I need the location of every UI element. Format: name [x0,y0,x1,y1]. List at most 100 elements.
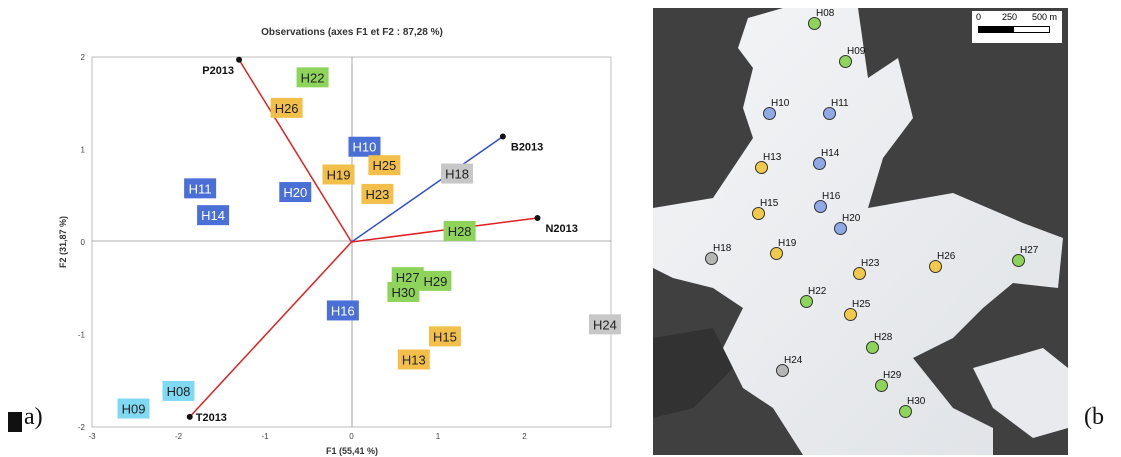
site-label: H14 [821,148,840,159]
site-marker [929,260,942,273]
chart-title: Observations (axes F1 et F2 : 87,28 %) [261,27,443,38]
observation-label: H30 [391,285,415,300]
observation-label: H15 [433,329,457,344]
observation-box [117,398,150,419]
site-marker [1012,254,1025,267]
site-label: H22 [808,286,827,297]
observation-box [322,164,355,185]
site-label: H27 [1020,245,1039,256]
site-marker [853,267,866,280]
x-axis-label: F1 (55,41 %) [326,446,378,456]
variable-vectors: P2013 B2013 N2013 T2013 [186,56,578,424]
site-label: H30 [907,396,926,407]
observation-box [588,314,621,335]
observation-box [279,182,312,203]
panel-a-marker [8,412,22,432]
site-marker [814,200,827,213]
scale-label-500: 500 m [1032,12,1058,22]
site-marker [899,405,912,418]
observation-box [361,183,394,204]
site-marker [755,161,768,174]
observation-label: H23 [366,187,390,202]
site-label: H13 [763,152,782,163]
observation-box [387,281,420,302]
observation-label: H08 [167,384,191,399]
vector-label: B2013 [511,142,543,154]
observation-label: H27 [396,270,420,285]
site-label: H10 [771,98,790,109]
site-label: H20 [842,213,861,224]
observation-label: H16 [331,303,355,318]
observation-box [368,155,401,176]
observation-label: H28 [448,224,472,239]
site-label: H15 [760,198,779,209]
site-label: H16 [822,191,841,202]
site-label: H26 [937,251,956,262]
vector-endpoint [236,56,243,63]
site-marker [823,107,836,120]
site-label: H29 [883,370,902,381]
site-label: H09 [847,46,866,57]
map-terrain [653,8,1068,455]
site-label: H23 [861,258,880,269]
observation-labels: H22 H26 H10 H25 H19 H18 H23 H11 H20 H14 H28 H27 H29 H… [117,67,621,419]
observation-label: H26 [275,101,299,116]
x-tick-labels: -3 -2 -1 0 1 2 [88,432,527,441]
y-tick-label: -2 [78,423,86,432]
x-tick-label: -1 [261,432,269,441]
panel-b-caption: (b [1084,404,1104,430]
site-label: H28 [874,332,893,343]
observation-label: H25 [372,158,396,173]
observation-label: H19 [327,167,351,182]
observation-label: H09 [122,402,146,417]
observation-label: H13 [402,352,426,367]
site-marker [763,107,776,120]
y-axis-label: F2 (31,87 %) [58,216,68,268]
snow-patch-right [973,348,1068,438]
y-tick-label: -1 [78,331,86,340]
observation-box [419,270,452,291]
site-marker [770,247,783,260]
observation-box [270,97,303,118]
site-marker [808,17,821,30]
vector-label: N2013 [545,223,577,235]
scale-label-250: 250 [1002,12,1018,22]
site-marker [834,222,847,235]
vector-label: P2013 [202,65,234,77]
site-label: H11 [831,98,849,109]
scale-label-0: 0 [976,12,982,22]
x-tick-label: -2 [175,432,183,441]
site-marker [800,295,813,308]
y-tick-label: 1 [81,146,86,155]
site-marker [839,55,852,68]
observation-box [296,67,329,88]
observation-box [197,205,230,226]
observation-box [443,220,476,241]
observation-box [162,380,195,401]
observation-label: H18 [445,167,469,182]
x-tick-label: 1 [436,432,441,441]
observation-label: H14 [201,208,225,223]
scale-bar: 0 250 500 m [972,11,1062,43]
site-marker [875,379,888,392]
y-tick-label: 2 [81,53,86,62]
site-label: H18 [713,243,732,254]
observation-box [397,349,430,370]
observation-label: H20 [283,185,307,200]
vector-endpoint [186,413,193,420]
site-marker [844,308,857,321]
observation-box [441,163,474,184]
site-marker [813,157,826,170]
observation-box [428,326,461,347]
rock-band [653,328,733,418]
vector-label: T2013 [196,412,227,424]
site-label: H25 [852,299,871,310]
x-tick-label: 2 [522,432,527,441]
site-marker [752,207,765,220]
site-label: H24 [784,355,803,366]
observation-box [348,136,381,157]
vector-endpoint [499,133,506,140]
y-tick-labels: -2 -1 0 1 2 [78,53,86,432]
pca-biplot: Observations (axes F1 et F2 : 87,28 %) F… [58,27,621,456]
site-marker [776,364,789,377]
